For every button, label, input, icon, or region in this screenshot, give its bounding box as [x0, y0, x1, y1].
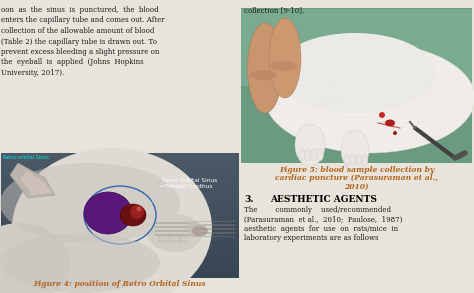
- Text: aesthetic  agents  for  use  on  rats/mice  in: aesthetic agents for use on rats/mice in: [244, 225, 398, 233]
- Polygon shape: [10, 163, 55, 198]
- Bar: [1, 265, 239, 272]
- Text: (Parasuraman  et al.,  2010;  Paulose,  1987): (Parasuraman et al., 2010; Paulose, 1987…: [244, 215, 402, 224]
- Text: 2010): 2010): [344, 183, 369, 191]
- Polygon shape: [20, 171, 52, 195]
- Bar: [1, 203, 239, 209]
- Ellipse shape: [299, 149, 306, 161]
- Circle shape: [393, 131, 397, 135]
- Ellipse shape: [12, 148, 212, 293]
- Text: collection [9-10].: collection [9-10].: [244, 6, 304, 14]
- Bar: [1, 259, 239, 265]
- Bar: [1, 178, 239, 184]
- Bar: [1, 190, 239, 197]
- Bar: [1, 241, 239, 247]
- Ellipse shape: [0, 163, 180, 243]
- Ellipse shape: [310, 149, 318, 161]
- Bar: [241, 9, 472, 86]
- Ellipse shape: [350, 154, 356, 166]
- Ellipse shape: [362, 154, 368, 166]
- Bar: [1, 253, 239, 259]
- Text: Figure 4: position of Retro Orbital Sinus: Figure 4: position of Retro Orbital Sinu…: [34, 280, 206, 288]
- Ellipse shape: [147, 214, 202, 252]
- Bar: [1, 234, 239, 241]
- Text: enters the capillary tube and comes out. After: enters the capillary tube and comes out.…: [1, 16, 164, 25]
- Ellipse shape: [341, 130, 369, 170]
- Ellipse shape: [385, 120, 395, 127]
- Bar: [1, 197, 239, 203]
- Ellipse shape: [0, 223, 70, 293]
- Text: cardiac puncture (Parasuraman et al.,: cardiac puncture (Parasuraman et al.,: [275, 175, 438, 183]
- Bar: [1, 159, 239, 166]
- Text: University, 2017).: University, 2017).: [1, 69, 64, 77]
- Text: (Table 2) the capillary tube is drawn out. To: (Table 2) the capillary tube is drawn ou…: [1, 38, 157, 45]
- Ellipse shape: [247, 23, 283, 113]
- Ellipse shape: [304, 149, 311, 161]
- Text: 3.: 3.: [244, 195, 254, 204]
- Text: The        commonly    used/recommended: The commonly used/recommended: [244, 206, 391, 214]
- Text: AESTHETIC AGENTS: AESTHETIC AGENTS: [270, 195, 377, 204]
- Text: prevent excess bleeding a slight pressure on: prevent excess bleeding a slight pressur…: [1, 48, 159, 56]
- Circle shape: [379, 112, 385, 118]
- Ellipse shape: [192, 226, 208, 236]
- Text: laboratory experiments are as follows: laboratory experiments are as follows: [244, 234, 379, 243]
- Ellipse shape: [269, 61, 297, 71]
- Text: Figure 5: blood sample collection by: Figure 5: blood sample collection by: [279, 166, 434, 174]
- Text: Medial Canthus: Medial Canthus: [167, 184, 212, 189]
- Bar: [1, 222, 239, 228]
- Ellipse shape: [249, 70, 277, 80]
- Circle shape: [130, 205, 144, 219]
- Text: collection of the allowable amount of blood: collection of the allowable amount of bl…: [1, 27, 155, 35]
- Bar: [1, 172, 239, 178]
- Ellipse shape: [317, 149, 323, 161]
- Bar: [241, 8, 472, 163]
- Bar: [1, 153, 239, 159]
- Ellipse shape: [344, 154, 350, 166]
- Ellipse shape: [356, 154, 362, 166]
- Bar: [1, 228, 239, 234]
- Ellipse shape: [84, 192, 132, 234]
- Text: the  eyeball  is  applied  (Johns  Hopkins: the eyeball is applied (Johns Hopkins: [1, 59, 144, 67]
- Text: oon  as  the  sinus  is  punctured,  the  blood: oon as the sinus is punctured, the blood: [1, 6, 159, 14]
- Ellipse shape: [269, 18, 301, 98]
- Bar: [1, 184, 239, 190]
- Circle shape: [137, 207, 142, 212]
- Bar: [1, 247, 239, 253]
- Bar: [1, 272, 239, 278]
- Ellipse shape: [0, 233, 160, 293]
- Bar: [1, 166, 239, 172]
- Ellipse shape: [275, 33, 435, 113]
- Bar: [1, 209, 239, 215]
- Bar: [1, 215, 239, 222]
- Text: Retro-orbital Sinus: Retro-orbital Sinus: [3, 155, 49, 160]
- Ellipse shape: [120, 204, 146, 226]
- Ellipse shape: [295, 124, 325, 166]
- Text: Retro Orbital Sinus: Retro Orbital Sinus: [162, 178, 217, 183]
- Ellipse shape: [265, 43, 474, 153]
